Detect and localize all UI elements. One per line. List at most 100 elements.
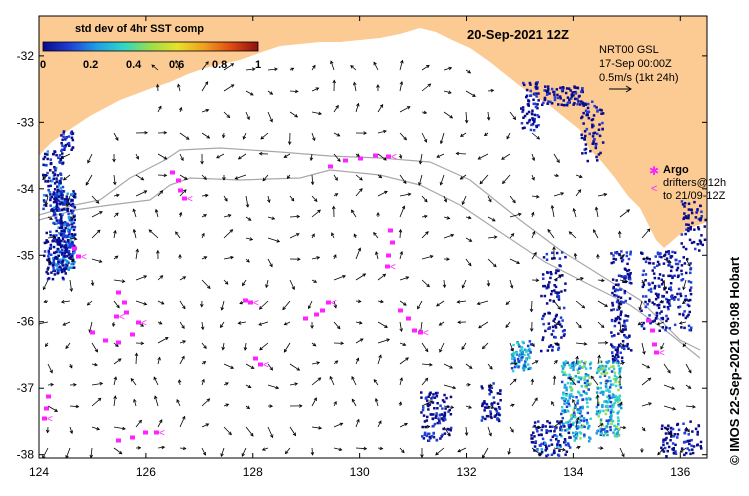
sst-cell (49, 243, 53, 247)
sst-cell (578, 416, 582, 419)
sst-cell (597, 370, 600, 373)
current-arrow-head (290, 197, 295, 202)
sst-cell (523, 83, 526, 87)
sst-cell (52, 209, 55, 212)
current-arrow (333, 422, 343, 428)
sst-cell (656, 252, 660, 256)
drifter-marker-icon: < (651, 183, 657, 195)
sst-cell (545, 429, 548, 432)
sst-cell (677, 306, 680, 309)
colorbar-title: std dev of 4hr SST comp (75, 23, 204, 35)
current-arrow-head (98, 259, 103, 263)
sst-cell (61, 144, 64, 147)
sst-cell (72, 194, 76, 198)
current-arrow (267, 90, 273, 95)
sst-cell (681, 203, 685, 206)
current-arrow (553, 420, 563, 428)
sst-cell (563, 397, 566, 401)
sst-cell (545, 302, 549, 305)
argo-drifter-point (386, 253, 391, 258)
sst-cell (669, 274, 672, 278)
sst-cell (441, 399, 445, 402)
current-arrow (457, 300, 467, 303)
sst-cell (493, 415, 496, 418)
current-arrow (355, 273, 366, 281)
sst-cell (431, 401, 435, 404)
sst-cell (55, 264, 58, 267)
sst-cell (57, 184, 61, 187)
sst-cell (61, 237, 65, 241)
current-arrow-head (339, 422, 344, 426)
sst-cell (616, 431, 619, 434)
sst-cell (547, 283, 550, 287)
sst-cell (565, 388, 568, 392)
current-arrow-head (295, 233, 300, 237)
sst-cell (71, 225, 74, 228)
sst-cell (585, 421, 589, 424)
current-arrow-head (226, 114, 231, 119)
current-arrow (176, 399, 181, 407)
sst-cell (562, 361, 565, 365)
sst-cell (629, 272, 632, 275)
current-arrow-head (44, 202, 49, 206)
current-arrow (223, 84, 235, 92)
current-arrow (531, 195, 539, 198)
sst-cell (433, 407, 436, 410)
sst-cell (581, 87, 584, 90)
sst-cell (564, 373, 568, 377)
sst-cell (612, 403, 616, 406)
sst-cell (617, 388, 620, 392)
current-arrow-head (148, 229, 153, 233)
current-arrow-head (265, 284, 269, 289)
sst-cell (52, 200, 56, 204)
current-arrow (311, 397, 317, 407)
current-arrow-head (363, 446, 368, 451)
sst-cell (431, 425, 434, 428)
sst-cell (53, 273, 57, 276)
sst-cell (550, 272, 553, 276)
sst-cell (430, 397, 433, 400)
sst-cell (68, 235, 72, 238)
current-arrow-head (378, 174, 383, 179)
current-arrow-head (399, 377, 403, 381)
current-arrow-head (403, 180, 407, 184)
sst-cell (557, 439, 560, 443)
current-arrow-head (310, 325, 314, 329)
current-arrow-head (52, 235, 57, 240)
sst-cell (57, 221, 60, 225)
sst-cell (578, 431, 581, 434)
sst-cell (671, 447, 674, 451)
sst-cell (572, 366, 575, 369)
sst-cell (664, 432, 668, 435)
sst-cell (548, 299, 552, 302)
current-arrow (267, 384, 279, 389)
sst-cell (65, 250, 69, 253)
current-arrow (439, 342, 445, 353)
sst-cell (703, 238, 707, 241)
sst-cell (616, 308, 619, 311)
sst-cell (665, 436, 668, 440)
current-arrow (399, 357, 409, 365)
sst-cell (624, 344, 627, 348)
sst-cell (619, 386, 623, 389)
current-arrow-head (351, 209, 355, 214)
sst-cell (578, 391, 581, 395)
sst-cell (528, 118, 531, 122)
sst-cell (624, 268, 627, 271)
sst-cell (65, 136, 68, 139)
current-arrow (179, 416, 186, 428)
sst-cell (546, 85, 550, 88)
current-arrow-head (512, 116, 517, 121)
sst-cell (560, 396, 564, 400)
current-arrow-head (204, 193, 209, 198)
current-arrow-head (350, 65, 354, 69)
current-arrow-head (648, 402, 653, 406)
sst-cell (60, 189, 64, 193)
sst-cell (54, 207, 58, 211)
sst-cell (71, 241, 74, 244)
sst-cell (673, 433, 677, 436)
sst-cell (664, 328, 667, 332)
sst-cell (555, 291, 558, 294)
current-arrow (461, 342, 467, 350)
sst-cell (579, 432, 583, 435)
